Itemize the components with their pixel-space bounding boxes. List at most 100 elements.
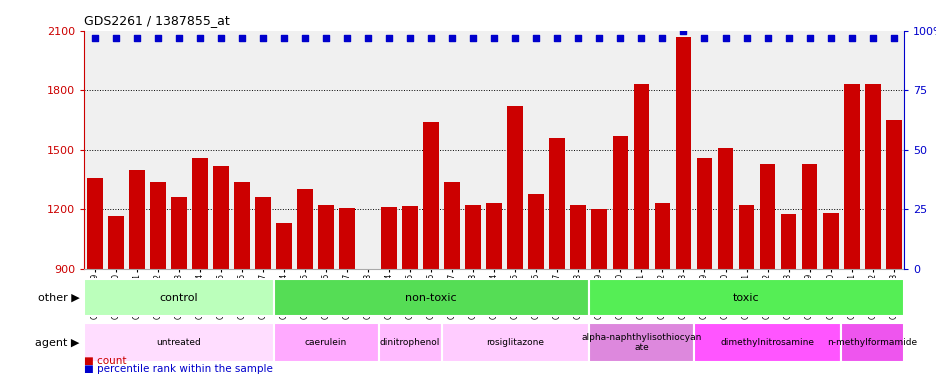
Point xyxy=(151,35,166,41)
Bar xyxy=(633,84,649,269)
Point xyxy=(298,35,313,41)
Point xyxy=(696,35,711,41)
Bar xyxy=(588,323,694,362)
Bar xyxy=(129,170,145,269)
Bar xyxy=(441,323,588,362)
Text: GDS2261 / 1387855_at: GDS2261 / 1387855_at xyxy=(84,14,230,27)
Bar xyxy=(822,213,838,269)
Bar xyxy=(548,138,564,269)
Text: alpha-naphthylisothiocyan
ate: alpha-naphthylisothiocyan ate xyxy=(580,333,701,353)
Text: agent ▶: agent ▶ xyxy=(36,338,80,348)
Bar xyxy=(675,36,691,269)
Bar xyxy=(276,223,292,269)
Bar xyxy=(885,120,900,269)
Point xyxy=(276,35,291,41)
Bar xyxy=(273,323,378,362)
Bar xyxy=(780,214,796,269)
Bar xyxy=(192,158,208,269)
Bar xyxy=(297,189,313,269)
Text: untreated: untreated xyxy=(156,338,201,347)
Text: other ▶: other ▶ xyxy=(37,293,80,303)
Text: dinitrophenol: dinitrophenol xyxy=(380,338,440,347)
Point xyxy=(339,35,354,41)
Point xyxy=(381,35,396,41)
Point xyxy=(801,35,816,41)
Text: toxic: toxic xyxy=(733,293,759,303)
Point xyxy=(634,35,649,41)
Point xyxy=(759,35,774,41)
Bar xyxy=(654,204,669,269)
Bar xyxy=(612,136,628,269)
Bar xyxy=(273,279,588,316)
Point xyxy=(234,35,249,41)
Point xyxy=(612,35,627,41)
Bar xyxy=(465,205,480,269)
Bar xyxy=(588,279,903,316)
Text: dimethylnitrosamine: dimethylnitrosamine xyxy=(720,338,813,347)
Point xyxy=(129,35,144,41)
Bar xyxy=(591,209,607,269)
Point xyxy=(507,35,522,41)
Bar xyxy=(864,84,880,269)
Bar xyxy=(381,207,397,269)
Bar xyxy=(212,166,228,269)
Point xyxy=(885,35,900,41)
Point xyxy=(675,28,690,34)
Point xyxy=(549,35,564,41)
Bar xyxy=(528,194,544,269)
Text: n-methylformamide: n-methylformamide xyxy=(826,338,916,347)
Bar xyxy=(87,177,103,269)
Point xyxy=(654,35,669,41)
Point xyxy=(256,35,271,41)
Text: ■ percentile rank within the sample: ■ percentile rank within the sample xyxy=(84,364,273,374)
Point xyxy=(402,35,417,41)
Text: caerulein: caerulein xyxy=(304,338,347,347)
Point xyxy=(465,35,480,41)
Point xyxy=(423,35,438,41)
Bar xyxy=(84,323,273,362)
Bar xyxy=(402,206,417,269)
Point xyxy=(360,35,375,41)
Text: control: control xyxy=(159,293,198,303)
Point xyxy=(486,35,501,41)
Point xyxy=(213,35,228,41)
Bar xyxy=(150,182,166,269)
Point xyxy=(864,35,879,41)
Point xyxy=(822,35,837,41)
Point xyxy=(318,35,333,41)
Point xyxy=(109,35,124,41)
Point xyxy=(843,35,858,41)
Bar xyxy=(444,182,460,269)
Bar xyxy=(339,208,355,269)
Text: ■ count: ■ count xyxy=(84,356,126,366)
Bar xyxy=(255,197,271,269)
Bar xyxy=(717,148,733,269)
Point xyxy=(739,35,753,41)
Point xyxy=(171,35,186,41)
Point xyxy=(445,35,460,41)
Bar xyxy=(507,106,522,269)
Bar xyxy=(801,164,816,269)
Point xyxy=(717,35,732,41)
Point xyxy=(592,35,607,41)
Bar xyxy=(378,323,441,362)
Bar xyxy=(842,84,858,269)
Point xyxy=(570,35,585,41)
Point xyxy=(781,35,796,41)
Bar xyxy=(171,197,186,269)
Bar xyxy=(108,216,124,269)
Bar xyxy=(738,205,753,269)
Bar xyxy=(423,122,439,269)
Bar xyxy=(234,182,250,269)
Bar xyxy=(759,164,775,269)
Point xyxy=(87,35,102,41)
Bar xyxy=(318,205,333,269)
Bar xyxy=(570,205,586,269)
Bar xyxy=(84,279,273,316)
Bar xyxy=(695,158,711,269)
Point xyxy=(528,35,543,41)
Bar xyxy=(841,323,903,362)
Point xyxy=(192,35,207,41)
Bar xyxy=(486,204,502,269)
Bar xyxy=(694,323,841,362)
